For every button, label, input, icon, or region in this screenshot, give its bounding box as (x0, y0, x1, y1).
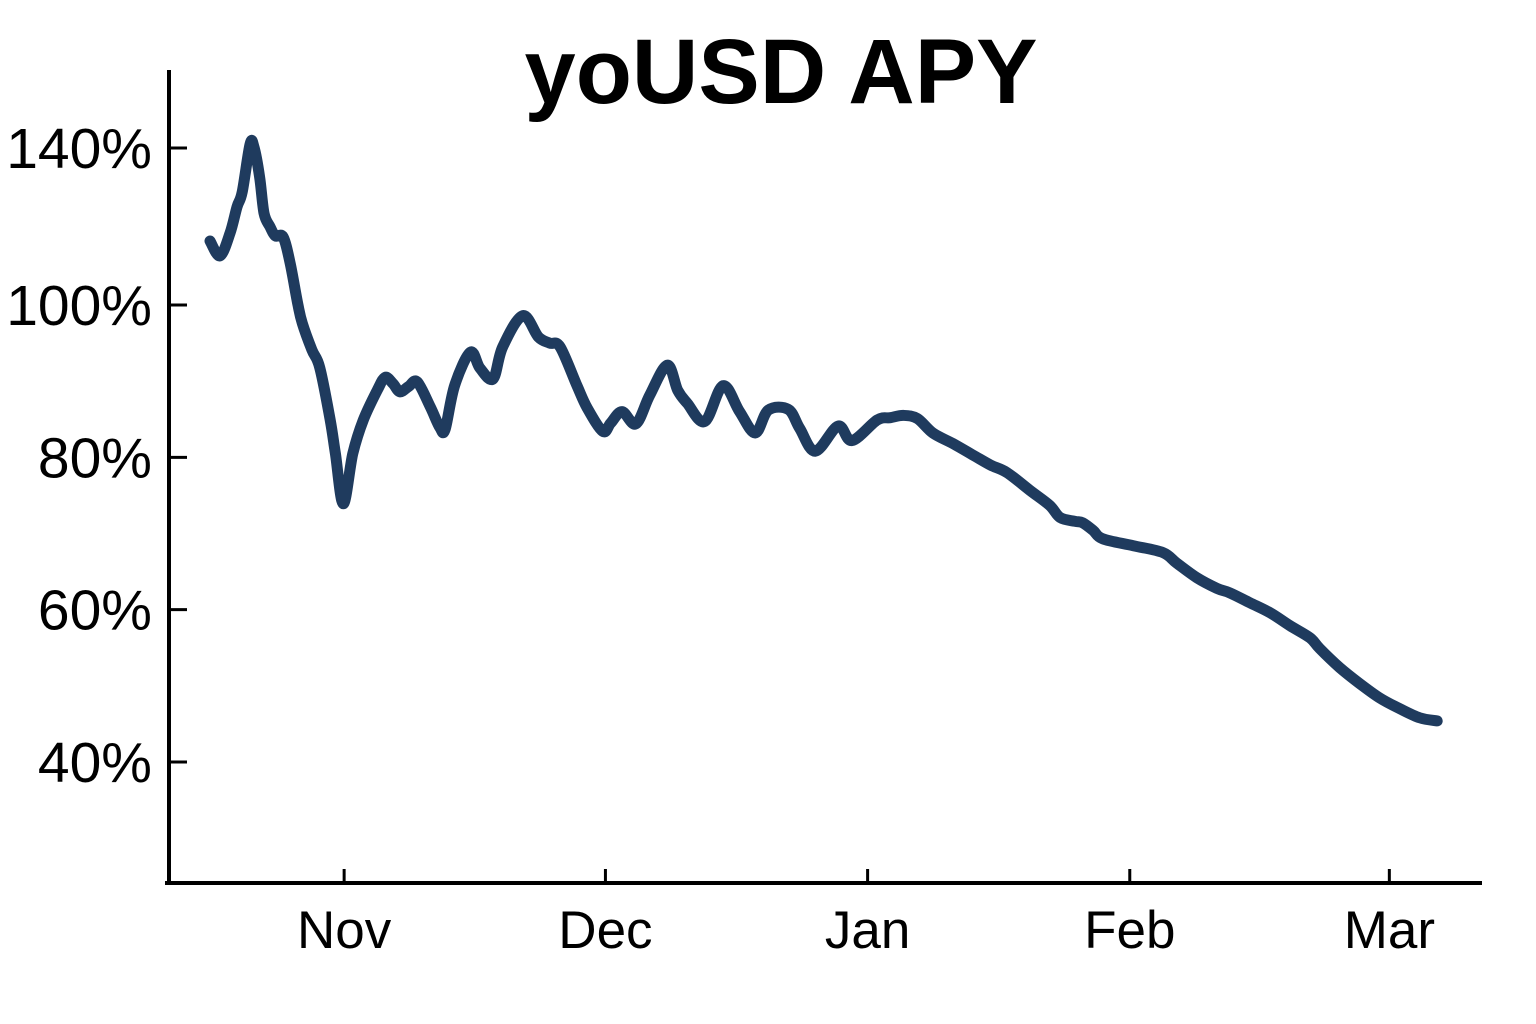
x-tick-label: Dec (558, 901, 652, 960)
chart-title: yoUSD APY (524, 21, 1038, 123)
y-tick-label: 100% (6, 274, 152, 338)
x-tick-label: Jan (825, 901, 910, 960)
y-tick-label: 80% (38, 426, 152, 490)
y-tick-label: 140% (6, 117, 152, 181)
y-tick-label: 40% (38, 731, 152, 795)
x-tick-label: Feb (1084, 901, 1175, 960)
x-tick-label: Nov (297, 901, 392, 960)
x-tick-label: Mar (1344, 901, 1435, 960)
y-tick-label: 60% (38, 579, 152, 643)
apy-line (204, 134, 1443, 727)
